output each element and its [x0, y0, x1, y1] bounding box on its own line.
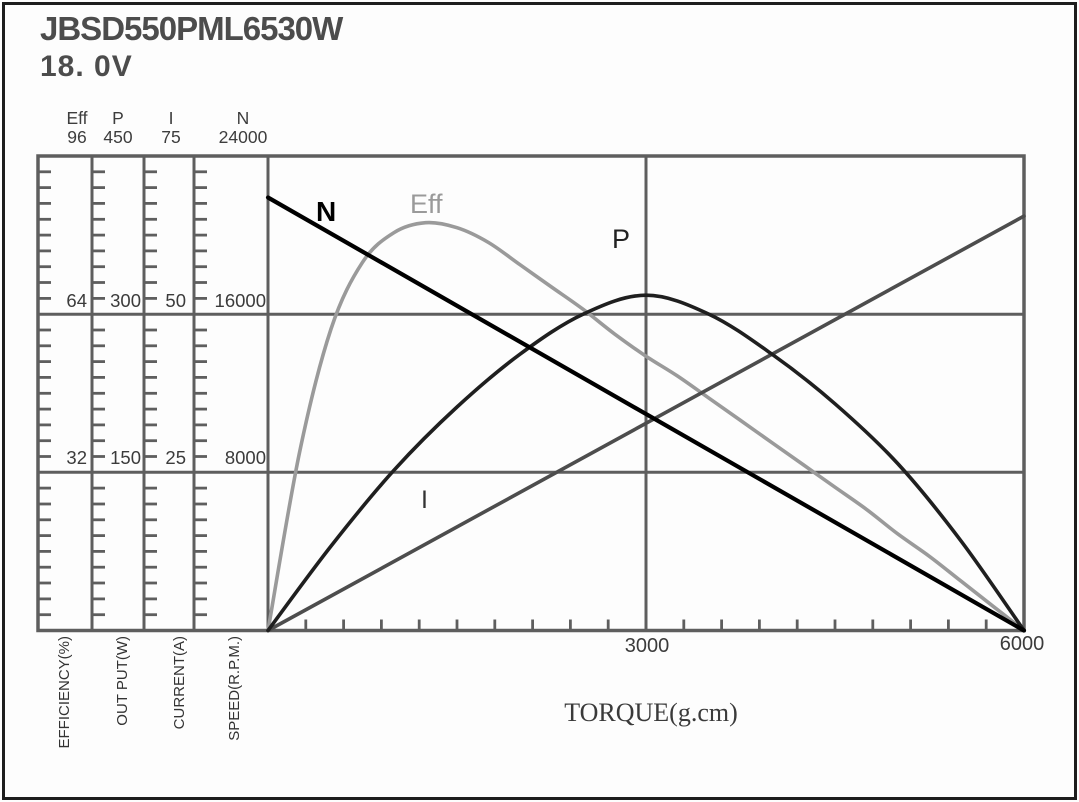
axis-mid-n: 16000 — [214, 290, 266, 311]
axis-symbol-i: I — [168, 108, 174, 128]
curve-label-speed: N — [316, 196, 337, 227]
axis-low-n: 8000 — [224, 447, 266, 468]
curve-label-current: I — [421, 486, 428, 514]
axis-mid-eff: 64 — [66, 290, 87, 311]
axis-symbol-n: N — [236, 108, 250, 128]
x-tick-3000: 3000 — [624, 635, 670, 657]
axis-unit-efficiency: EFFICIENCY(%) — [56, 636, 73, 749]
axis-mid-p: 300 — [110, 290, 141, 311]
motor-model-title: JBSD550PML6530W — [40, 10, 343, 47]
axis-mid-i: 50 — [165, 290, 186, 311]
axis-max-n: 24000 — [218, 127, 268, 147]
axis-symbol-eff: Eff — [66, 108, 88, 128]
axis-max-i: 75 — [161, 127, 181, 147]
axis-low-p: 150 — [110, 447, 141, 468]
axis-unit-speed: SPEED(R.P.M.) — [226, 636, 243, 741]
x-axis-title: TORQUE(g.cm) — [564, 698, 738, 727]
x-tick-6000: 6000 — [999, 633, 1045, 655]
axis-low-i: 25 — [165, 447, 186, 468]
voltage-label: 18. 0V — [40, 50, 133, 83]
axis-unit-current: CURRENT(A) — [171, 636, 188, 730]
axis-max-p: 450 — [103, 127, 133, 147]
axis-symbol-p: P — [112, 108, 124, 128]
axis-unit-output: OUT PUT(W) — [114, 636, 131, 726]
axis-max-eff: 96 — [67, 127, 87, 147]
axis-low-eff: 32 — [66, 447, 87, 468]
curve-label-efficiency: Eff — [410, 189, 443, 219]
curve-label-power: P — [612, 224, 631, 254]
